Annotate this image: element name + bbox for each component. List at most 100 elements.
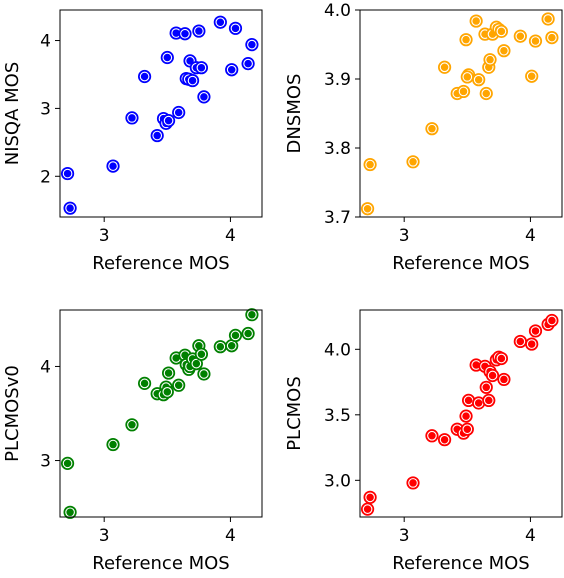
plcmos-point-ring [530, 326, 541, 336]
plcmos-point-ring [526, 339, 537, 349]
plcmos-point-ring [515, 336, 526, 347]
nisqa-point-ring [247, 39, 257, 50]
dnsmos-point-ring [515, 31, 526, 42]
plcmos-axes-frame [359, 309, 563, 518]
nisqa-point-ring [173, 107, 184, 118]
plcmosv0-point-ring [162, 387, 173, 397]
nisqa-point-ring [108, 161, 118, 171]
nisqa-point-ring [196, 62, 207, 73]
plcmos-x-axis-label: Reference MOS [392, 553, 530, 574]
plcmos-x-tick-label: 4 [525, 526, 536, 546]
nisqa-point-ring [199, 92, 209, 102]
dnsmos-point-ring [439, 62, 450, 73]
dnsmos-axes-frame [359, 9, 563, 218]
plcmos-point-ring [496, 353, 507, 364]
plcmosv0-point-ring [191, 358, 202, 369]
dnsmos-point-ring [547, 32, 557, 43]
nisqa-point-ring [65, 203, 75, 214]
dnsmos-point-ring [543, 14, 553, 24]
plcmos-point-ring [487, 370, 498, 381]
plcmos-point-ring [362, 504, 373, 514]
plcmosv0-x-tick-label: 3 [99, 526, 110, 546]
plcmos-point-ring [365, 492, 375, 503]
plcmos-point-ring [481, 382, 492, 393]
plcmosv0-point-ring [62, 458, 73, 469]
plcmosv0-point-ring [139, 378, 150, 389]
plcmosv0-point-ring [199, 369, 209, 379]
dnsmos-point-ring [427, 123, 437, 134]
dnsmos-y-tick-label: 3.8 [324, 139, 351, 159]
plcmos-point-ring [408, 478, 418, 488]
plcmosv0-point-ring [163, 368, 174, 378]
nisqa-point-ring [226, 64, 237, 75]
nisqa-point-ring [152, 130, 163, 141]
plcmosv0-x-tick-label: 4 [225, 526, 236, 546]
dnsmos-point-ring [473, 74, 484, 85]
plcmosv0-x-axis-label: Reference MOS [92, 553, 230, 574]
chart-dnsmos: 3 4 3.7 3.8 3.9 4.0 Reference MOS DNSMOS [284, 1, 563, 274]
plcmosv0-point-ring [196, 349, 207, 360]
plcmos-point-ring [547, 315, 557, 326]
plcmosv0-y-tick-label: 4 [40, 357, 51, 377]
dnsmos-point-ring [461, 34, 471, 45]
plcmosv0-point-ring [215, 341, 226, 352]
dnsmos-point-ring [462, 72, 473, 82]
plcmosv0-point-ring [173, 380, 184, 391]
nisqa-y-tick-label: 4 [40, 32, 51, 52]
nisqa-point-ring [187, 75, 198, 86]
dnsmos-point-ring [471, 16, 482, 26]
plcmosv0-point-ring [127, 419, 137, 430]
nisqa-x-tick-label: 3 [99, 226, 110, 246]
plcmosv0-y-axis-label: PLCMOSv0 [2, 365, 23, 462]
plcmos-y-tick-label: 3.5 [324, 406, 351, 426]
plcmos-y-axis-label: PLCMOS [284, 376, 305, 451]
nisqa-point-ring [230, 23, 241, 34]
nisqa-points [60, 15, 259, 215]
nisqa-x-tick-label: 4 [225, 226, 236, 246]
plcmos-point-ring [427, 430, 437, 441]
dnsmos-point-ring [365, 159, 375, 170]
dnsmos-point-ring [481, 88, 492, 99]
plcmos-point-ring [499, 374, 509, 385]
nisqa-point-ring [62, 168, 73, 179]
nisqa-point-ring [139, 71, 150, 82]
nisqa-y-tick-label: 3 [40, 99, 51, 119]
dnsmos-x-tick-label: 4 [525, 226, 536, 246]
nisqa-point-ring [180, 28, 190, 39]
plcmos-x-tick-label: 3 [399, 526, 410, 546]
plcmos-points [360, 313, 559, 516]
plcmosv0-axes-frame [59, 309, 263, 518]
plcmosv0-points [60, 308, 259, 519]
plcmos-y-tick-label: 4.0 [324, 340, 351, 360]
nisqa-y-tick-label: 2 [40, 167, 51, 187]
plcmosv0-point-ring [108, 439, 118, 450]
dnsmos-y-tick-label: 4.0 [324, 1, 351, 21]
dnsmos-point-ring [458, 86, 469, 97]
chart-nisqa: 3 4 2 3 4 Reference MOS NISQA MOS [2, 9, 263, 274]
chart-plcmosv0: 3 4 3 4 Reference MOS PLCMOSv0 [2, 308, 263, 574]
plcmos-point-ring [439, 434, 450, 445]
nisqa-point-ring [163, 115, 174, 126]
plcmos-point-ring [462, 424, 473, 435]
nisqa-point-ring [215, 17, 226, 28]
nisqa-point-ring [162, 52, 173, 63]
plcmos-y-tick-label: 3.0 [324, 471, 351, 491]
plcmosv0-point-ring [243, 328, 253, 339]
nisqa-y-axis-label: NISQA MOS [2, 62, 23, 166]
dnsmos-point-ring [530, 36, 541, 46]
dnsmos-points [360, 12, 559, 216]
plcmos-point-ring [483, 395, 494, 406]
dnsmos-point-ring [526, 71, 537, 82]
dnsmos-x-tick-label: 3 [399, 226, 410, 246]
plcmosv0-point-ring [230, 330, 241, 341]
nisqa-point-ring [127, 113, 137, 123]
nisqa-point-ring [243, 58, 253, 69]
nisqa-point-ring [194, 26, 204, 36]
plcmosv0-y-tick-label: 3 [40, 452, 51, 472]
dnsmos-y-axis-label: DNSMOS [284, 74, 305, 154]
dnsmos-x-axis-label: Reference MOS [392, 253, 530, 274]
nisqa-x-axis-label: Reference MOS [92, 253, 230, 274]
dnsmos-point-ring [485, 54, 495, 65]
dnsmos-y-tick-label: 3.9 [324, 70, 351, 90]
